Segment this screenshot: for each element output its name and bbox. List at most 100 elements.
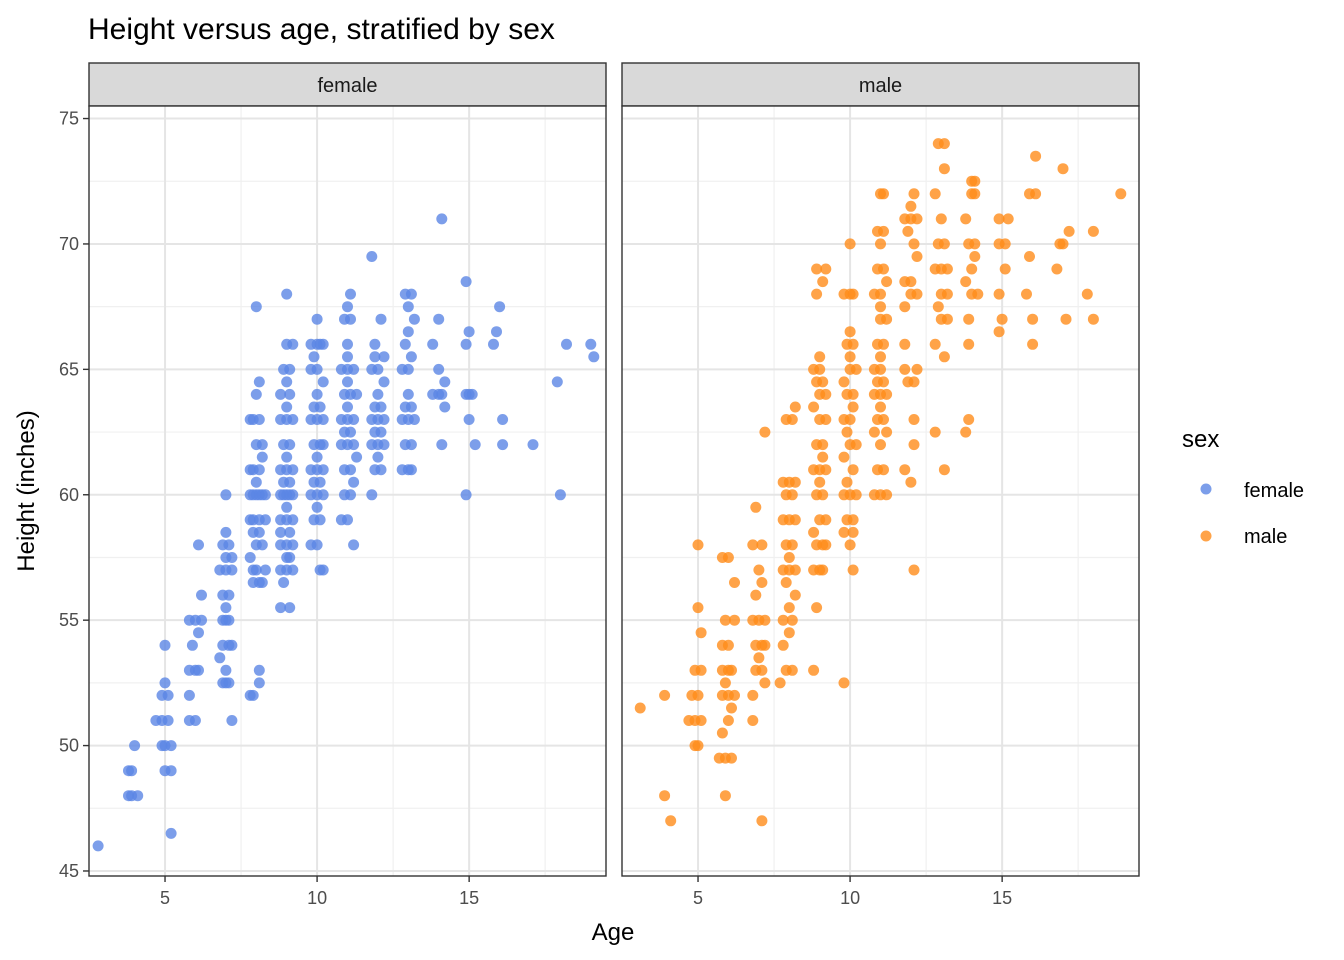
data-point-male xyxy=(808,664,820,676)
data-point-male xyxy=(875,301,886,313)
data-point-female xyxy=(402,326,414,338)
data-point-female xyxy=(402,388,414,400)
data-point-male xyxy=(817,564,829,576)
data-point-female xyxy=(561,338,572,350)
x-tick-label: 15 xyxy=(459,888,479,908)
data-point-male xyxy=(1051,263,1063,275)
data-point-male xyxy=(966,263,978,275)
data-point-male xyxy=(750,501,762,513)
data-point-male xyxy=(753,652,765,664)
data-point-female xyxy=(348,539,360,551)
y-axis: 45 50 55 60 65 70 75 xyxy=(59,109,89,881)
data-point-male xyxy=(808,401,820,413)
legend-title: sex xyxy=(1182,426,1219,453)
data-point-female xyxy=(220,526,232,538)
data-point-female xyxy=(460,338,472,350)
data-point-female xyxy=(342,351,353,363)
data-point-female xyxy=(405,288,417,300)
data-point-female xyxy=(281,376,293,388)
data-point-female xyxy=(165,765,177,777)
x-tick-label: 15 xyxy=(992,888,1012,908)
data-point-female xyxy=(159,639,171,651)
data-point-female xyxy=(220,489,232,501)
data-point-male xyxy=(1087,225,1099,237)
data-point-female xyxy=(317,489,329,501)
data-point-female xyxy=(226,715,238,726)
data-point-male xyxy=(726,752,737,764)
data-point-male xyxy=(659,790,671,802)
y-tick-label: 55 xyxy=(59,610,79,630)
data-point-female xyxy=(250,564,262,576)
data-point-male xyxy=(847,401,859,413)
data-point-female xyxy=(214,652,226,664)
data-point-female xyxy=(497,414,509,425)
data-point-female xyxy=(375,464,387,476)
data-point-male xyxy=(993,288,1005,300)
data-point-male xyxy=(996,313,1008,325)
data-point-male xyxy=(844,414,856,425)
x-axis-title: Age xyxy=(592,919,635,946)
strip-label-male: male xyxy=(859,75,902,97)
legend-key-male xyxy=(1200,530,1212,542)
data-point-male xyxy=(1115,188,1127,200)
data-point-female xyxy=(259,564,271,576)
data-point-male xyxy=(780,577,792,588)
data-point-male xyxy=(844,326,856,338)
data-point-male xyxy=(753,564,765,576)
data-point-female xyxy=(189,715,201,726)
data-point-female xyxy=(436,213,448,225)
data-point-male xyxy=(817,451,829,463)
data-point-male xyxy=(902,225,914,237)
legend-label-male: male xyxy=(1244,526,1287,548)
data-point-male xyxy=(1021,288,1032,300)
data-point-male xyxy=(814,351,826,363)
strip-female xyxy=(88,62,607,107)
data-point-male xyxy=(938,464,950,476)
data-point-female xyxy=(253,376,265,388)
data-point-female xyxy=(253,464,265,476)
data-point-male xyxy=(759,614,771,626)
data-point-female xyxy=(345,288,356,300)
data-point-male xyxy=(1030,150,1042,162)
data-point-male xyxy=(692,539,704,551)
data-point-male xyxy=(786,664,798,676)
data-point-male xyxy=(908,376,920,388)
x-axis-female: 5 10 15 xyxy=(160,876,479,908)
data-point-female xyxy=(126,765,138,777)
data-point-male xyxy=(875,363,886,375)
data-point-female xyxy=(317,464,329,476)
data-point-female xyxy=(375,313,387,325)
data-point-male xyxy=(659,689,671,701)
data-point-female xyxy=(183,614,195,626)
data-point-female xyxy=(287,338,299,350)
data-point-female xyxy=(196,589,207,601)
data-point-male xyxy=(817,276,829,288)
data-point-female xyxy=(348,439,360,451)
data-point-male xyxy=(695,627,707,639)
data-point-male xyxy=(847,388,859,400)
data-point-male xyxy=(838,677,850,689)
data-point-female xyxy=(226,552,238,563)
panel-border-male xyxy=(621,105,1140,877)
data-point-male xyxy=(811,602,823,614)
x-axis-male: 5 10 15 xyxy=(693,876,1012,908)
data-point-male xyxy=(878,188,889,200)
x-tick-label: 5 xyxy=(693,888,703,908)
data-point-female xyxy=(372,363,384,375)
data-point-female xyxy=(162,689,174,701)
data-point-female xyxy=(314,476,326,488)
data-point-male xyxy=(905,276,917,288)
data-point-male xyxy=(899,464,911,476)
data-point-male xyxy=(692,740,704,752)
data-point-male xyxy=(786,539,798,551)
data-point-female xyxy=(314,514,326,526)
data-point-male xyxy=(777,614,789,626)
data-point-male xyxy=(844,539,856,551)
data-point-female xyxy=(311,313,323,325)
data-point-male xyxy=(941,288,953,300)
data-point-female xyxy=(439,401,451,413)
data-point-male xyxy=(878,263,889,275)
data-point-male xyxy=(963,313,975,325)
data-point-male xyxy=(820,414,832,425)
data-point-male xyxy=(878,338,889,350)
